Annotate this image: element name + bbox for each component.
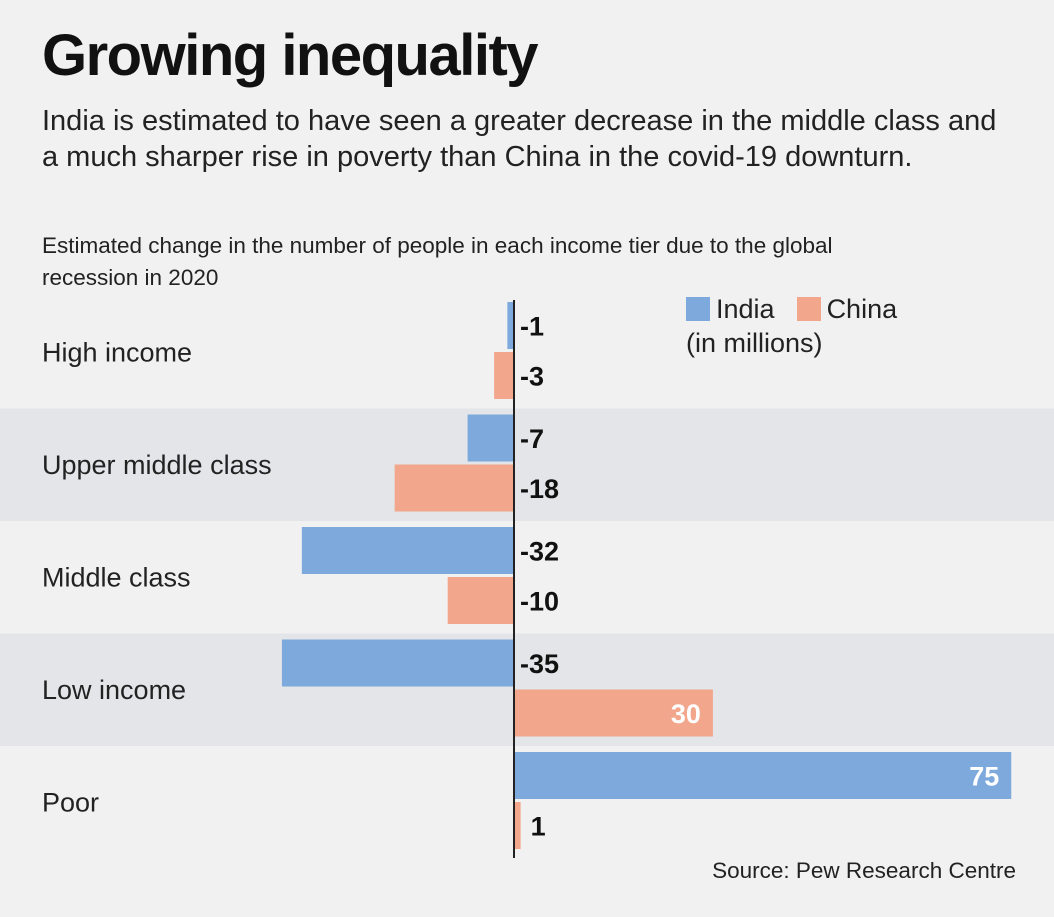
legend-swatch-india [686, 297, 710, 321]
legend-item-india: India [686, 292, 775, 326]
bar-china-middle-class [447, 577, 514, 624]
value-label-china-high-income: -3 [520, 362, 544, 392]
bar-india-high-income [507, 302, 514, 349]
value-label-china-poor: 1 [531, 812, 546, 842]
legend-unit: (in millions) [686, 328, 823, 358]
source-note: Source: Pew Research Centre [712, 858, 1016, 883]
category-label-high-income: High income [42, 337, 192, 367]
bar-india-middle-class [301, 527, 514, 574]
category-label-upper-middle-class: Upper middle class [42, 450, 272, 480]
chart-title: Growing inequality [42, 23, 539, 88]
category-label-poor: Poor [42, 787, 99, 817]
legend: India China (in millions) [686, 292, 919, 360]
bar-china-upper-middle-class [394, 464, 514, 512]
bar-india-poor [514, 752, 1012, 799]
value-label-china-low-income: 30 [671, 699, 701, 729]
value-label-india-middle-class: -32 [520, 537, 559, 567]
bar-india-low-income [281, 639, 514, 687]
legend-label-china: China [826, 294, 898, 324]
value-label-china-middle-class: -10 [520, 587, 559, 617]
bar-china-high-income [494, 352, 514, 399]
category-label-low-income: Low income [42, 675, 186, 705]
bar-china-poor [514, 802, 521, 849]
value-label-india-high-income: -1 [520, 312, 544, 342]
bar-india-upper-middle-class [467, 414, 514, 462]
chart-note: Estimated change in the number of people… [42, 233, 833, 290]
category-label-middle-class: Middle class [42, 562, 191, 592]
legend-swatch-china [796, 297, 821, 321]
bar-china-low-income [514, 689, 713, 737]
chart-subtitle: India is estimated to have seen a greate… [42, 105, 997, 173]
band-upper-middle-class [0, 408, 1054, 521]
value-label-india-upper-middle-class: -7 [520, 424, 544, 454]
value-label-china-upper-middle-class: -18 [520, 474, 559, 504]
legend-label-india: India [716, 294, 775, 324]
legend-item-china: China [796, 292, 898, 326]
value-label-india-low-income: -35 [520, 649, 559, 679]
value-label-india-poor: 75 [969, 762, 999, 792]
